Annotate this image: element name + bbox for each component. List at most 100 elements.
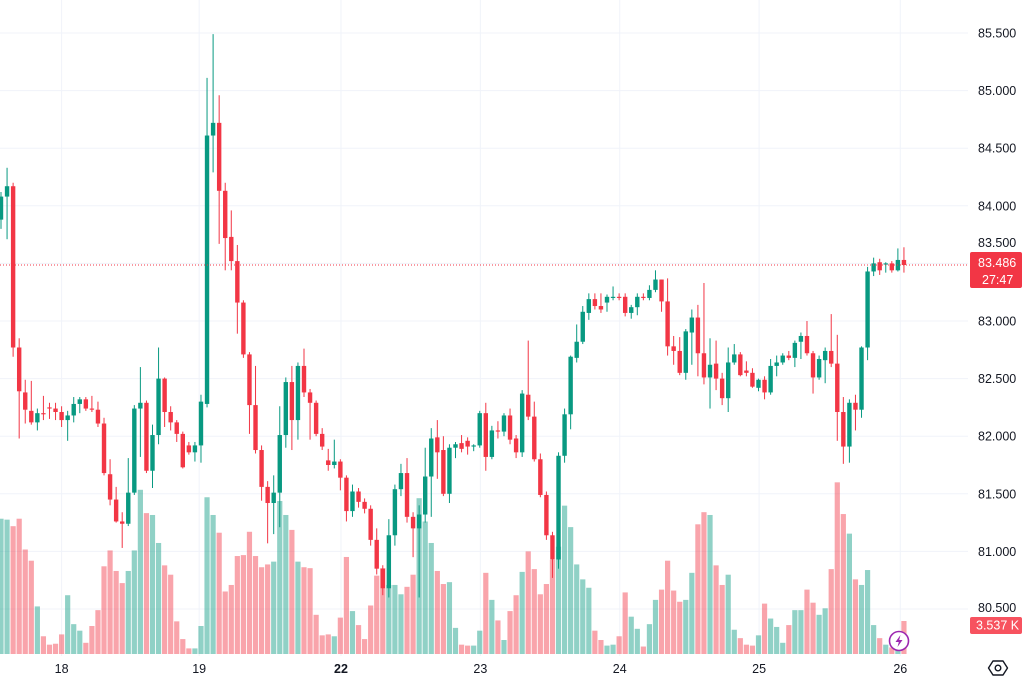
x-tick-label: 25 (752, 662, 766, 676)
candle-up (453, 441, 458, 459)
volume-bar (234, 556, 240, 654)
candle-up (471, 444, 476, 452)
y-tick-label: 81.000 (978, 545, 1016, 559)
candle-up (332, 439, 337, 469)
volume-bar (246, 531, 253, 654)
candle-down (289, 365, 295, 451)
candle-body (95, 409, 101, 424)
candle-body (641, 296, 646, 298)
candle-down (16, 338, 22, 439)
candle-body (271, 492, 276, 504)
volume-bar (258, 567, 265, 654)
candle-up (501, 413, 507, 437)
candle-up (774, 355, 779, 377)
candle-body (229, 236, 234, 262)
volume-bar (640, 646, 646, 654)
y-tick-label: 84.000 (978, 199, 1016, 213)
candle-body (192, 445, 198, 453)
volume-bar (834, 482, 840, 654)
candle-body (762, 379, 767, 393)
candle-down (592, 293, 598, 310)
candle-down (441, 436, 446, 497)
candle-up (798, 332, 804, 360)
candle-down (483, 402, 488, 471)
volume-bar (452, 627, 459, 654)
candle-body (10, 186, 16, 348)
candle-down (459, 435, 464, 453)
candle-down (338, 459, 343, 491)
candle-body (277, 435, 282, 493)
candle-body (65, 415, 70, 421)
candle-body (241, 302, 246, 355)
candle-up (847, 399, 852, 463)
candle-body (768, 365, 773, 393)
volume-bar (222, 591, 228, 654)
candle-down (435, 420, 440, 479)
candle-body (453, 444, 458, 448)
volume-bar (301, 567, 307, 654)
candle-body (77, 399, 82, 404)
candle-body (313, 402, 319, 434)
candle-body (538, 459, 543, 495)
candle-body (410, 516, 416, 529)
candle-body (423, 476, 428, 515)
time-axis[interactable]: 18 19 22 23 24 25 26 (55, 662, 908, 676)
lightning-icon[interactable] (888, 630, 910, 652)
volume-bar (186, 648, 192, 654)
candle-down (59, 406, 64, 427)
volume-bar (410, 574, 416, 654)
candle-up (792, 340, 798, 368)
candle-body (598, 306, 604, 310)
y-tick-label: 82.000 (978, 430, 1016, 444)
candle-up (574, 324, 579, 363)
settings-icon[interactable] (986, 657, 1010, 679)
candle-body (550, 535, 555, 560)
volume-bar (616, 636, 622, 654)
volume-bar (162, 565, 168, 654)
candle-body (120, 521, 125, 524)
volume-bar (83, 642, 89, 654)
candle-down (174, 420, 179, 442)
candle-up (295, 362, 301, 440)
volume-bar (16, 518, 22, 654)
volume-bar (398, 594, 404, 654)
price-axis[interactable]: 85.500 85.000 84.500 84.000 83.500 83.000 82.5… (978, 27, 1016, 615)
candle-up (350, 484, 355, 517)
volume-bar (101, 566, 107, 654)
volume-bar (362, 639, 368, 654)
volume-bar (277, 500, 283, 654)
volume-bar (210, 514, 216, 654)
volume-bar (840, 514, 846, 654)
candle-body (526, 394, 531, 417)
candle-down (89, 395, 95, 413)
volume-bar (137, 489, 143, 654)
candle-body (253, 405, 258, 451)
candle-up (416, 505, 422, 598)
volume-bar (204, 497, 210, 654)
candle-body (41, 413, 46, 415)
volume-bar (592, 630, 598, 654)
candle-up (386, 519, 392, 598)
volume-bar (107, 550, 113, 654)
candle-up (707, 338, 713, 409)
volume-bar (495, 620, 501, 654)
candle-body (174, 422, 179, 434)
candle-up (756, 378, 761, 392)
volume-bar (0, 518, 4, 654)
candle-body (301, 365, 307, 393)
candle-down (701, 282, 707, 385)
candle-body (144, 402, 149, 471)
volume-bar (549, 559, 556, 654)
candle-down (665, 278, 670, 356)
candle-down (744, 361, 749, 377)
volume-bar (586, 587, 592, 654)
candle-body (659, 279, 664, 302)
candle-down (247, 352, 252, 434)
volume-bar (883, 644, 889, 654)
volume-bar (755, 635, 762, 654)
candle-down (313, 400, 319, 437)
last-price-value: 83.486 (978, 256, 1016, 270)
candle-body (792, 342, 798, 358)
candle-body (635, 296, 640, 308)
